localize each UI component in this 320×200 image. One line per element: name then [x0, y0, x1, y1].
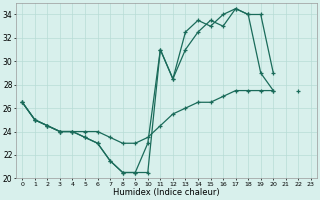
X-axis label: Humidex (Indice chaleur): Humidex (Indice chaleur) [113, 188, 220, 197]
